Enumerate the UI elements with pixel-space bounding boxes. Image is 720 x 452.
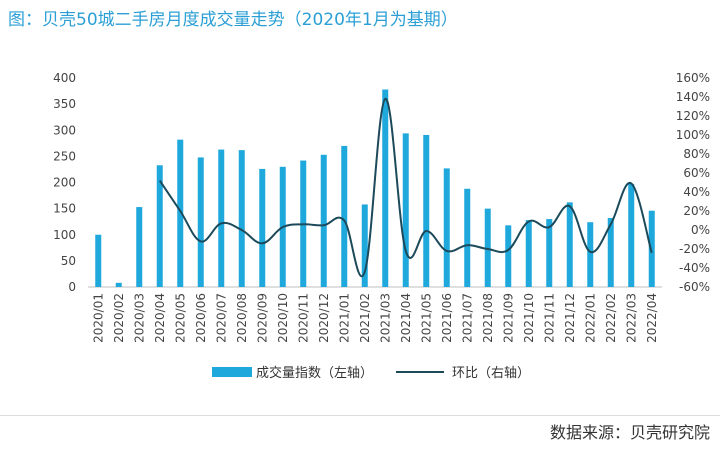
x-tick-label: 2020/10 bbox=[276, 293, 290, 343]
legend-line-label: 环比（右轴） bbox=[452, 366, 530, 381]
x-tick-label: 2020/03 bbox=[132, 293, 146, 343]
x-tick-label: 2022/02 bbox=[604, 293, 618, 343]
legend: 成交量指数（左轴） 环比（右轴） bbox=[212, 365, 530, 381]
right-axis-ticks: -60% -40% -20% 0% 20% 40% 60% 80% 100% 120% 140% 16… bbox=[676, 71, 710, 294]
bar bbox=[136, 207, 143, 287]
right-tick-label: 80% bbox=[683, 147, 710, 161]
ratio-line-series bbox=[158, 97, 653, 277]
bar bbox=[218, 149, 225, 287]
x-tick-label: 2021/06 bbox=[440, 293, 454, 343]
x-axis-ticks: 2020/01 2020/02 2020/03 2020/04 2020/05 2020/… bbox=[91, 293, 659, 343]
right-tick-label: 140% bbox=[676, 90, 710, 104]
bar bbox=[156, 165, 163, 287]
legend-bar-label: 成交量指数（左轴） bbox=[256, 365, 373, 381]
x-tick-label: 2020/11 bbox=[296, 293, 310, 343]
bar bbox=[525, 220, 532, 287]
x-tick-label: 2021/07 bbox=[460, 293, 474, 343]
x-tick-label: 2021/01 bbox=[337, 293, 351, 343]
bar bbox=[341, 145, 348, 287]
x-tick-label: 2020/12 bbox=[317, 293, 331, 343]
bar bbox=[177, 139, 184, 287]
left-tick-label: 50 bbox=[61, 254, 76, 268]
bar bbox=[607, 218, 614, 287]
x-tick-label: 2021/03 bbox=[378, 293, 392, 343]
x-tick-label: 2021/05 bbox=[419, 293, 433, 343]
right-tick-label: 160% bbox=[676, 71, 710, 85]
bar bbox=[484, 208, 491, 287]
bar bbox=[259, 168, 266, 287]
bar bbox=[648, 210, 655, 287]
right-tick-label: 100% bbox=[676, 128, 710, 142]
right-tick-label: -60% bbox=[679, 280, 710, 294]
right-tick-label: 0% bbox=[691, 223, 710, 237]
x-tick-label: 2021/02 bbox=[358, 293, 372, 343]
x-tick-label: 2020/07 bbox=[214, 293, 228, 343]
x-tick-label: 2021/08 bbox=[481, 293, 495, 343]
bar bbox=[115, 282, 122, 287]
bar bbox=[197, 157, 204, 287]
chart-title: 图：贝壳50城二手房月度成交量走势（2020年1月为基期） bbox=[8, 10, 458, 30]
x-tick-label: 2022/01 bbox=[583, 293, 597, 343]
bar bbox=[566, 202, 573, 287]
x-tick-label: 2021/11 bbox=[542, 293, 556, 343]
x-tick-label: 2021/09 bbox=[501, 293, 515, 343]
bar bbox=[464, 188, 471, 287]
right-tick-label: 120% bbox=[676, 109, 710, 123]
right-tick-label: 60% bbox=[683, 166, 710, 180]
left-tick-label: 250 bbox=[53, 149, 76, 163]
bar bbox=[546, 219, 553, 287]
x-tick-label: 2020/09 bbox=[255, 293, 269, 343]
bar bbox=[587, 222, 594, 287]
chart: 0 50 100 150 200 250 300 350 400 -60% -40% -20% 0% 2… bbox=[53, 71, 710, 381]
left-tick-label: 0 bbox=[68, 280, 76, 294]
left-tick-label: 350 bbox=[53, 97, 76, 111]
bar bbox=[320, 154, 327, 287]
right-tick-label: -20% bbox=[679, 242, 710, 256]
bar bbox=[443, 168, 450, 287]
bar bbox=[402, 133, 409, 287]
x-tick-label: 2022/04 bbox=[645, 293, 659, 343]
source-note: 数据来源：贝壳研究院 bbox=[549, 423, 710, 442]
bar bbox=[628, 184, 635, 287]
bar bbox=[238, 150, 245, 287]
x-tick-label: 2020/04 bbox=[153, 293, 167, 343]
bar bbox=[382, 89, 389, 288]
x-tick-label: 2022/03 bbox=[624, 293, 638, 343]
left-axis-ticks: 0 50 100 150 200 250 300 350 400 bbox=[53, 71, 76, 294]
x-tick-label: 2020/01 bbox=[91, 293, 105, 343]
x-tick-label: 2021/10 bbox=[522, 293, 536, 343]
right-tick-label: -40% bbox=[679, 261, 710, 275]
bar bbox=[423, 134, 430, 287]
legend-bar-swatch bbox=[212, 367, 252, 377]
bar bbox=[505, 225, 512, 287]
left-tick-label: 200 bbox=[53, 176, 76, 190]
right-tick-label: 40% bbox=[683, 185, 710, 199]
x-tick-label: 2020/06 bbox=[194, 293, 208, 343]
x-tick-label: 2021/04 bbox=[399, 293, 413, 343]
x-tick-label: 2021/12 bbox=[563, 293, 577, 343]
left-tick-label: 100 bbox=[53, 228, 76, 242]
footer-divider bbox=[0, 415, 720, 416]
left-tick-label: 300 bbox=[53, 123, 76, 137]
bar bbox=[361, 204, 368, 287]
x-tick-label: 2020/08 bbox=[235, 293, 249, 343]
left-tick-label: 400 bbox=[53, 71, 76, 85]
left-tick-label: 150 bbox=[53, 202, 76, 216]
bar bbox=[95, 234, 102, 287]
right-tick-label: 20% bbox=[683, 204, 710, 218]
x-tick-label: 2020/02 bbox=[112, 293, 126, 343]
x-tick-label: 2020/05 bbox=[173, 293, 187, 343]
